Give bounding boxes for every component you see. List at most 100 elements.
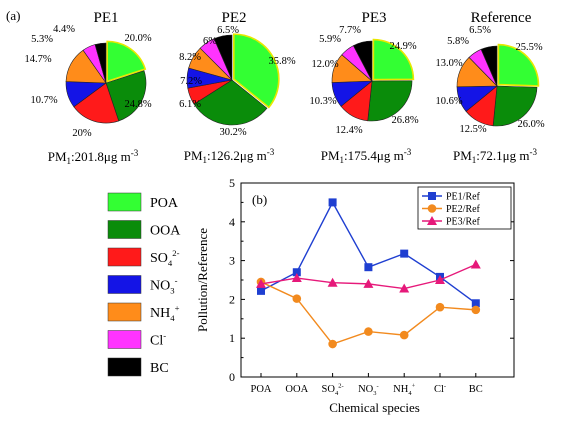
- x-tick-label: NH4+: [393, 383, 415, 398]
- legend-swatch-no3: [107, 275, 142, 294]
- legend-label-bc: BC: [150, 361, 169, 376]
- pie-reference: Reference 25.5% 26.0% 12.5% 10.6% 13.0% 5.8%6.…: [435, 10, 544, 165]
- species-legend: POA OOA SO42- NO3- NH4+ Cl- BC: [107, 192, 181, 377]
- data-point: [435, 275, 445, 284]
- pie-data-label: 10.3%: [309, 96, 336, 107]
- data-point: [400, 249, 409, 258]
- pie-data-label: 12.4%: [335, 125, 362, 136]
- pie-data-label: 6.5%: [469, 25, 491, 36]
- pie-caption: PM1:126.2μg m-3: [184, 147, 275, 165]
- data-point: [256, 278, 266, 288]
- data-point: [399, 330, 409, 340]
- x-tick-label: NO3-: [358, 383, 379, 398]
- legend-marker: [427, 204, 437, 213]
- pie-data-label: 14.7%: [24, 54, 51, 65]
- legend-series-label: PE1/Ref: [446, 192, 481, 203]
- pie-data-label: 8.2%: [179, 52, 201, 63]
- panel-b-label: (b): [252, 192, 267, 207]
- pie-data-label: 20.0%: [124, 33, 151, 44]
- legend-marker: [427, 216, 437, 225]
- legend-label-ooa: OOA: [150, 224, 181, 239]
- pie-data-label: 6.5%: [217, 25, 239, 36]
- pie-data-label: 5.3%: [31, 34, 53, 45]
- data-point: [435, 302, 445, 312]
- data-point: [364, 327, 373, 336]
- y-tick-label: 0: [229, 370, 235, 384]
- x-tick-label: SO42-: [322, 383, 344, 398]
- pie-slice-poa: [372, 38, 415, 81]
- panel-a-label: (a): [6, 8, 20, 23]
- series-pe2: [256, 277, 481, 349]
- pie-slice-bc: [352, 40, 373, 82]
- pie-data-label: 7.7%: [339, 25, 361, 36]
- pie-title: PE2: [221, 10, 246, 26]
- pie-slice-poa: [106, 40, 147, 83]
- data-point: [364, 263, 373, 272]
- pie-title: PE1: [93, 10, 118, 26]
- pie-slice-poa: [233, 33, 280, 109]
- pie-data-label: 30.2%: [219, 127, 246, 138]
- data-point: [291, 273, 302, 283]
- legend-label-cl: Cl-: [150, 331, 166, 349]
- legend-swatch-ooa: [107, 220, 142, 239]
- y-tick-label: 2: [229, 292, 235, 306]
- y-tick-label: 3: [229, 254, 235, 268]
- data-point: [328, 198, 337, 207]
- pie-data-label: 12.0%: [311, 59, 338, 70]
- pie-pe2: PE2 35.8% 30.2% 6.1% 7.2% 8.2%6%6.5% PM1:126.2…: [179, 10, 296, 165]
- data-point: [257, 286, 265, 295]
- pie-pe1: PE1 20.0% 24.8% 20% 10.7% 14.7% 5.3%4.4% PM1:20…: [24, 10, 151, 166]
- pie-title: PE3: [361, 10, 386, 26]
- x-axis-label: Chemical species: [329, 400, 420, 415]
- legend-label-no3: NO3-: [150, 276, 178, 296]
- pie-data-label: 10.7%: [30, 95, 57, 106]
- pie-data-label: 7.2%: [180, 76, 202, 87]
- pie-data-label: 5.8%: [447, 36, 469, 47]
- pie-data-label: 20%: [72, 128, 92, 139]
- legend-swatch-so4: [107, 247, 142, 267]
- ratio-line-chart: (b) 0 1 2 3 4 5 POA OOA SO42- NO3- NH4+ Cl- BC Pollut…: [195, 176, 515, 415]
- pie-charts: PE1 20.0% 24.8% 20% 10.7% 14.7% 5.3%4.4% PM1:20…: [24, 10, 544, 166]
- data-point: [399, 283, 410, 293]
- legend-label-so4: SO42-: [150, 248, 180, 268]
- pie-slice-so4: [73, 82, 120, 124]
- pie-caption: PM1:72.1μg m-3: [453, 147, 537, 165]
- legend-label-nh4: NH4+: [150, 303, 180, 323]
- x-tick-label: Cl-: [434, 383, 446, 395]
- pie-slice-bc: [213, 34, 233, 81]
- pie-data-label: 10.6%: [435, 96, 462, 107]
- pie-data-label: 6.1%: [179, 99, 201, 110]
- pie-data-label: 6%: [203, 36, 217, 47]
- y-axis-label: Pollution/Reference: [195, 228, 210, 332]
- data-point: [471, 305, 481, 315]
- legend-series-label: PE3/Ref: [446, 217, 481, 228]
- legend-series-label: PE2/Ref: [446, 204, 481, 215]
- data-point: [363, 278, 374, 288]
- pie-slice-ooa: [193, 79, 268, 126]
- legend-marker: [428, 192, 436, 200]
- pie-slice-ooa: [367, 80, 413, 122]
- legend-swatch-poa: [107, 192, 142, 212]
- pie-slice-bc: [480, 45, 498, 87]
- pie-slice-poa: [497, 43, 540, 87]
- pie-data-label: 12.5%: [459, 124, 486, 135]
- x-tick-label: OOA: [285, 384, 308, 395]
- legend-swatch-nh4: [107, 302, 142, 322]
- pie-pe3: PE3 24.9% 26.8% 12.4% 10.3% 12.0% 5.9%7.7% PM1:…: [309, 10, 418, 165]
- pie-data-label: 13.0%: [435, 58, 462, 69]
- y-tick-label: 4: [229, 215, 235, 229]
- data-point: [292, 268, 301, 277]
- legend-label-poa: POA: [150, 196, 179, 211]
- x-tick-label: POA: [250, 384, 271, 395]
- pie-data-label: 24.8%: [124, 99, 151, 110]
- pie-data-label: 35.8%: [268, 56, 295, 67]
- y-tick-label: 5: [229, 176, 235, 190]
- pie-slice-ooa: [105, 70, 147, 122]
- series-pe3: [256, 259, 481, 293]
- pie-caption: PM1:175.4μg m-3: [321, 147, 412, 165]
- legend-swatch-cl: [107, 330, 142, 349]
- pie-slice-bc: [94, 42, 107, 84]
- pie-title: Reference: [471, 10, 532, 26]
- data-point: [292, 294, 302, 303]
